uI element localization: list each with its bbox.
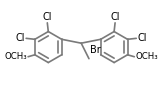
Text: OCH₃: OCH₃	[4, 52, 27, 61]
Text: Cl: Cl	[137, 33, 147, 43]
Text: Cl: Cl	[43, 12, 52, 22]
Text: Cl: Cl	[16, 33, 25, 43]
Text: Br: Br	[90, 45, 101, 55]
Text: OCH₃: OCH₃	[135, 52, 158, 61]
Text: Cl: Cl	[110, 12, 120, 22]
